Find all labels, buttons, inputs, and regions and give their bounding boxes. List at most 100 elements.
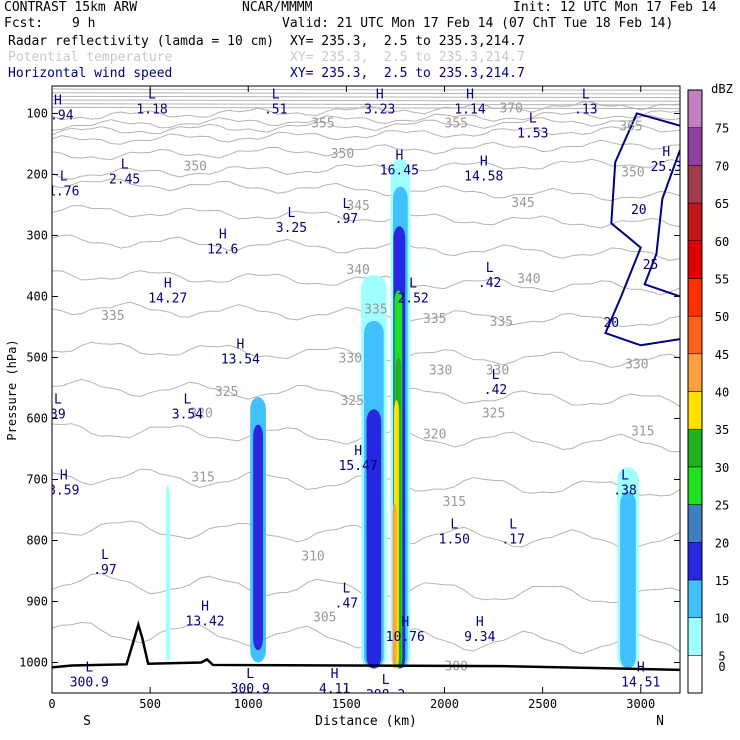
- forecast-hour: 9 h: [72, 16, 96, 31]
- theta-contour-label: 315: [443, 495, 466, 510]
- forecast-label: Fcst:: [4, 16, 44, 31]
- reflectivity-cells: [165, 159, 639, 669]
- extremum-value: 300.9: [231, 682, 270, 697]
- theta-contour-label: 365: [619, 120, 642, 135]
- extremum-value: 1.50: [439, 532, 470, 547]
- theta-contour-label: 350: [184, 159, 207, 174]
- extremum-value: 3.25: [276, 221, 307, 236]
- field-reflectivity-xy: XY= 235.3, 2.5 to 235.3,214.7: [290, 34, 525, 49]
- extremum-low: L: [101, 548, 109, 563]
- extremum-low: L: [60, 170, 68, 185]
- extremum-low: L: [450, 517, 458, 532]
- theta-contour-line: [52, 205, 680, 229]
- extremum-high: H: [201, 600, 209, 615]
- colorbar-tick-label: 75: [715, 122, 729, 136]
- theta-contour-label: 315: [631, 425, 654, 440]
- theta-contour-label: 320: [189, 406, 212, 421]
- extremum-high: H: [54, 93, 62, 108]
- theta-contour-label: 310: [301, 550, 324, 565]
- extremum-low: L: [85, 661, 93, 676]
- extremum-value: 1.18: [136, 102, 167, 117]
- y-tick-label: 700: [26, 472, 48, 486]
- extremum-value: .42: [478, 276, 501, 291]
- extremum-low: L: [342, 197, 350, 212]
- colorbar-swatch: [687, 240, 703, 279]
- extremum-low: L: [486, 261, 494, 276]
- theta-contour-label: 335: [423, 312, 446, 327]
- colorbar-tick-label: 70: [715, 159, 729, 173]
- wind-contour-line: [643, 149, 680, 298]
- extremum-low: L: [582, 87, 590, 102]
- init-time: Init: 12 UTC Mon 17 Feb 14: [513, 0, 717, 15]
- extremum-value: 14.27: [148, 291, 187, 306]
- colorbar-tick-label: 10: [715, 612, 729, 626]
- theta-contour-label: 370: [499, 101, 522, 116]
- x-axis-label: Distance (km): [315, 714, 417, 729]
- extremum-high: H: [480, 154, 488, 169]
- x-tick-label: 1500: [332, 697, 361, 711]
- extremum-value: 1.76: [48, 185, 79, 200]
- theta-contour-label: 325: [341, 394, 364, 409]
- wind-contour-label: 20: [631, 203, 647, 218]
- extremum-value: 300.9: [70, 676, 109, 691]
- theta-contour-line: [52, 88, 680, 91]
- extremum-high: H: [60, 469, 68, 484]
- colorbar-swatch: [687, 504, 703, 543]
- x-tick-label: 1000: [234, 697, 263, 711]
- theta-contour-label: 330: [486, 364, 509, 379]
- theta-contour-label: 345: [346, 199, 369, 214]
- colorbar-tick-label: 35: [715, 423, 729, 437]
- reflectivity-cell: [620, 491, 636, 669]
- theta-contour-label: 340: [346, 263, 369, 278]
- valid-time: Valid: 21 UTC Mon 17 Feb 14 (07 ChT Tue …: [282, 16, 674, 31]
- theta-contour-label: 325: [482, 406, 505, 421]
- reflectivity-cell: [165, 485, 170, 663]
- extremum-high: H: [236, 337, 244, 352]
- theta-contour-line: [52, 103, 680, 106]
- theta-contour-line: [52, 110, 680, 131]
- extremum-high: H: [376, 87, 384, 102]
- org-label: NCAR/MMMM: [242, 0, 313, 15]
- colorbar-tick-label: 60: [715, 235, 729, 249]
- y-tick-label: 900: [26, 594, 48, 608]
- extremum-high: H: [395, 148, 403, 163]
- extremum-low: L: [621, 469, 629, 484]
- extremum-high: H: [476, 615, 484, 630]
- extremum-value: .97: [93, 563, 116, 578]
- colorbar-swatch: [687, 617, 703, 656]
- colorbar-tick-label: 50: [715, 310, 729, 324]
- y-tick-label: 800: [26, 533, 48, 547]
- north-end-label: N: [656, 714, 664, 729]
- extremum-value: 1.53: [517, 127, 548, 142]
- extremum-low: L: [54, 392, 62, 407]
- colorbar-swatch: [687, 89, 703, 128]
- extremum-high: H: [401, 615, 409, 630]
- extremum-high: H: [219, 228, 227, 243]
- wind-contour-label: 20: [603, 316, 619, 331]
- colorbar-tick-label: 0: [718, 660, 725, 674]
- theta-contour-line: [52, 99, 680, 102]
- extremum-value: .97: [335, 212, 358, 227]
- wind-contour-label: 25: [643, 258, 659, 273]
- colorbar-tick-label: 55: [715, 272, 729, 286]
- colorbar-swatch: [687, 278, 703, 317]
- reflectivity-cell: [392, 503, 397, 669]
- theta-contour-label: 330: [339, 351, 362, 366]
- colorbar-tick-label: 45: [715, 348, 729, 362]
- theta-contour-label: 355: [311, 117, 334, 132]
- colorbar-unit: dBZ: [711, 82, 733, 96]
- theta-contour-label: 330: [429, 364, 452, 379]
- extremum-value: .13: [574, 102, 597, 117]
- colorbar-swatch: [687, 202, 703, 241]
- colorbar-swatch: [687, 466, 703, 505]
- extremum-low: L: [246, 667, 254, 682]
- y-tick-label: 1000: [19, 655, 48, 669]
- extremum-value: .17: [501, 532, 524, 547]
- colorbar-swatch: [687, 127, 703, 166]
- y-tick-label: 500: [26, 350, 48, 364]
- plot-frame: [51, 85, 681, 694]
- extremum-low: L: [529, 112, 537, 127]
- theta-contour-label: 350: [331, 147, 354, 162]
- colorbar-frame: [687, 89, 703, 694]
- colorbar-swatch: [687, 391, 703, 430]
